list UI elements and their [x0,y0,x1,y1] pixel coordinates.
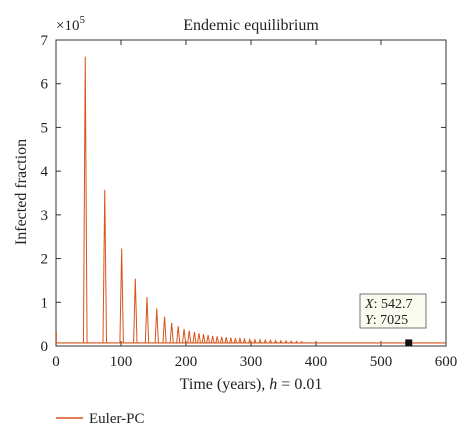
series-peak [224,337,229,344]
series-peak [242,337,247,344]
data-tip-x: X: 542.7 [364,297,412,312]
y-multiplier-base: ×10 [56,18,79,34]
series-peak [176,326,181,343]
series-peak [284,339,288,344]
x-tick-label: 600 [435,354,458,370]
chart-title: Endemic equilibrium [183,17,319,34]
series-peak [201,334,206,344]
plot-area [55,39,447,347]
series-peak [295,340,298,344]
series-layer [55,56,446,344]
series-peak [238,336,242,344]
series-peak [248,337,252,344]
x-tick-label: 400 [305,354,328,370]
y-tick-label: 6 [41,77,49,93]
series-peak [133,278,138,343]
series-peak [197,333,201,344]
series-peak [187,330,192,343]
x-axis-title-suffix: = 0.01 [277,376,322,393]
series-peak [253,338,257,344]
x-tick-label: 100 [110,354,133,370]
series-peak [300,340,303,344]
series-peak [82,56,88,343]
y-multiplier: ×105 [56,14,85,34]
y-tick-label: 2 [41,252,49,268]
series-peak [206,334,210,344]
series-peak [279,339,283,344]
series-peak [162,316,167,343]
y-tick-label: 4 [41,164,49,180]
y-tick-label: 0 [41,339,49,355]
legend-label: Euler-PC [89,411,145,427]
y-tick-label: 5 [41,120,49,136]
y-tick-label: 7 [41,33,49,49]
x-axis-title-prefix: Time (years), [180,376,270,393]
series-peak [154,308,159,343]
series-peak [182,328,187,343]
series-peak [258,338,262,344]
x-tick-label: 500 [370,354,393,370]
x-axis-title: Time (years), h = 0.01 [180,376,323,393]
series-peak [169,322,174,343]
series-peak [233,338,238,344]
series-peak [274,339,278,344]
series-peak [119,248,124,343]
y-multiplier-exponent: 5 [79,14,85,26]
series-peak [229,337,233,344]
series-peak [289,340,293,344]
x-tick-label: 300 [240,354,263,370]
x-axis-title-variable: h [269,376,277,393]
series-peak [269,338,272,344]
y-tick-label: 3 [41,208,49,224]
series-peak [210,335,215,344]
x-tick-label: 0 [52,354,60,370]
series-peak [144,297,150,343]
data-tip: X: 542.7 Y: 7025 [359,293,427,347]
series-peak [263,338,267,344]
x-tick-label: 200 [175,354,198,370]
series-peak [192,331,197,343]
data-tip-box [359,293,427,329]
series-peak [215,336,220,344]
series-peak [102,189,108,343]
data-tip-marker[interactable] [405,339,413,347]
y-ticks: 0 1 2 3 4 5 6 7 [41,33,446,355]
x-ticks: 0 100 200 300 400 500 600 [52,40,457,370]
y-axis-title: Infected fraction [13,139,30,245]
series-peak [219,336,224,344]
y-tick-label: 1 [41,295,49,311]
data-tip-y: Y: 7025 [365,313,408,328]
